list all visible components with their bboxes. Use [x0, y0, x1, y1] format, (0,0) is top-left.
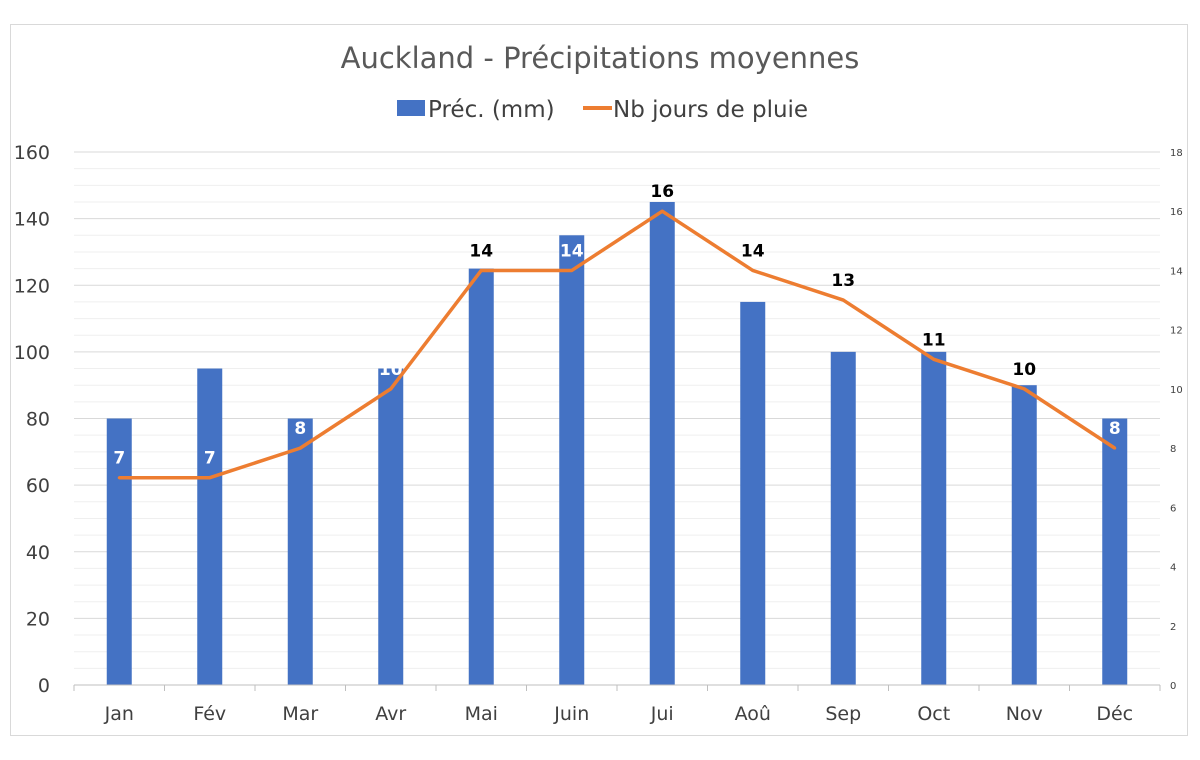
x-tick-label: Mai [465, 703, 498, 725]
line-series [117, 209, 1117, 480]
data-label: 8 [1109, 419, 1121, 439]
line-point [570, 268, 574, 272]
legend-label-line: Nb jours de pluie [613, 97, 808, 123]
y2-tick-label: 14 [1170, 266, 1183, 277]
line-point [1022, 387, 1026, 391]
x-tick-label: Aoû [735, 703, 771, 725]
bar-Fév [197, 368, 223, 685]
x-tick-label: Juin [553, 703, 589, 725]
bar-Sep [830, 351, 856, 685]
x-tick-label: Avr [375, 703, 406, 725]
y2-tick-label: 0 [1170, 681, 1176, 692]
x-tick-label: Mar [282, 703, 318, 725]
x-tick-label: Fév [193, 703, 226, 725]
y-tick-label: 120 [14, 275, 50, 297]
bar-Avr [378, 368, 404, 685]
data-label: 16 [650, 182, 674, 202]
line-point [932, 357, 936, 361]
data-label: 8 [294, 419, 306, 439]
bar-Aoû [740, 301, 766, 685]
line-point [841, 298, 845, 302]
y2-tick-label: 2 [1170, 622, 1176, 633]
bar-Nov [1011, 385, 1037, 685]
x-axis: Jan Fév Mar Avr Mai Juin Jui Aoû Sep Oct Nov Déc [73, 684, 1161, 725]
line-point [208, 476, 212, 480]
x-tick-label: Jan [104, 703, 134, 725]
legend-swatch-bars [397, 100, 425, 116]
y-tick-label: 140 [14, 209, 50, 231]
y-axis-right: 0 2 4 6 8 10 12 14 16 18 [1170, 148, 1183, 692]
y-tick-label: 20 [26, 608, 50, 630]
y2-tick-label: 8 [1170, 444, 1176, 455]
y2-tick-label: 12 [1170, 326, 1183, 337]
data-label: 11 [922, 330, 946, 350]
bar-Juin [559, 235, 585, 685]
data-label: 10 [379, 360, 403, 380]
bar-Jui [649, 201, 675, 685]
y-tick-label: 60 [26, 475, 50, 497]
y2-tick-label: 10 [1170, 385, 1183, 396]
data-label: 7 [113, 449, 125, 469]
line-point [389, 387, 393, 391]
legend: Préc. (mm) Nb jours de pluie [397, 97, 808, 123]
y2-tick-label: 18 [1170, 148, 1183, 159]
x-tick-label: Nov [1006, 703, 1043, 725]
bar-Mai [468, 268, 494, 685]
x-tick-label: Sep [825, 703, 861, 725]
data-label: 14 [560, 241, 584, 261]
line-rainy-days [119, 209, 1116, 480]
x-tick-label: Jui [650, 703, 674, 725]
bar-Oct [921, 351, 947, 685]
x-tick-label: Oct [917, 703, 950, 725]
y-axis-left: 0 20 40 60 80 100 120 140 160 [14, 142, 50, 697]
y2-tick-label: 6 [1170, 503, 1176, 514]
y2-tick-label: 4 [1170, 563, 1176, 574]
line-point [660, 209, 664, 213]
y-tick-label: 40 [26, 542, 50, 564]
data-label: 10 [1012, 360, 1036, 380]
gridlines [74, 151, 1160, 669]
y-tick-label: 0 [38, 675, 50, 697]
y2-tick-label: 16 [1170, 207, 1183, 218]
line-point [479, 268, 483, 272]
legend-label-bars: Préc. (mm) [428, 97, 555, 123]
y-tick-label: 160 [14, 142, 50, 164]
data-labels: 7 7 8 10 14 14 16 14 13 11 10 8 [113, 182, 1120, 469]
x-tick-label: Déc [1096, 703, 1133, 725]
bar-Jan [106, 418, 132, 685]
bar-Mar [287, 418, 313, 685]
line-point [1113, 446, 1117, 450]
line-point [751, 268, 755, 272]
data-label: 14 [469, 241, 493, 261]
data-label: 7 [204, 449, 216, 469]
y-tick-label: 100 [14, 342, 50, 364]
bar-Déc [1102, 418, 1128, 685]
data-label: 14 [741, 241, 765, 261]
data-label: 13 [831, 271, 855, 291]
bars-series [106, 201, 1128, 685]
line-point [117, 476, 121, 480]
y-tick-label: 80 [26, 409, 50, 431]
line-point [298, 446, 302, 450]
chart-title: Auckland - Précipitations moyennes [341, 41, 860, 75]
